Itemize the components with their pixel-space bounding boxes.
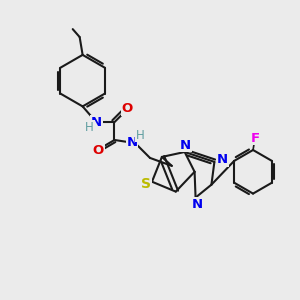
Text: H: H [85,121,94,134]
Text: S: S [141,177,151,191]
Text: N: N [91,116,102,129]
Text: O: O [93,143,104,157]
Text: N: N [180,139,191,152]
Text: H: H [136,129,145,142]
Text: O: O [122,102,133,115]
Text: N: N [127,136,138,148]
Text: N: N [217,153,228,167]
Text: N: N [192,198,203,211]
Text: F: F [250,132,260,145]
